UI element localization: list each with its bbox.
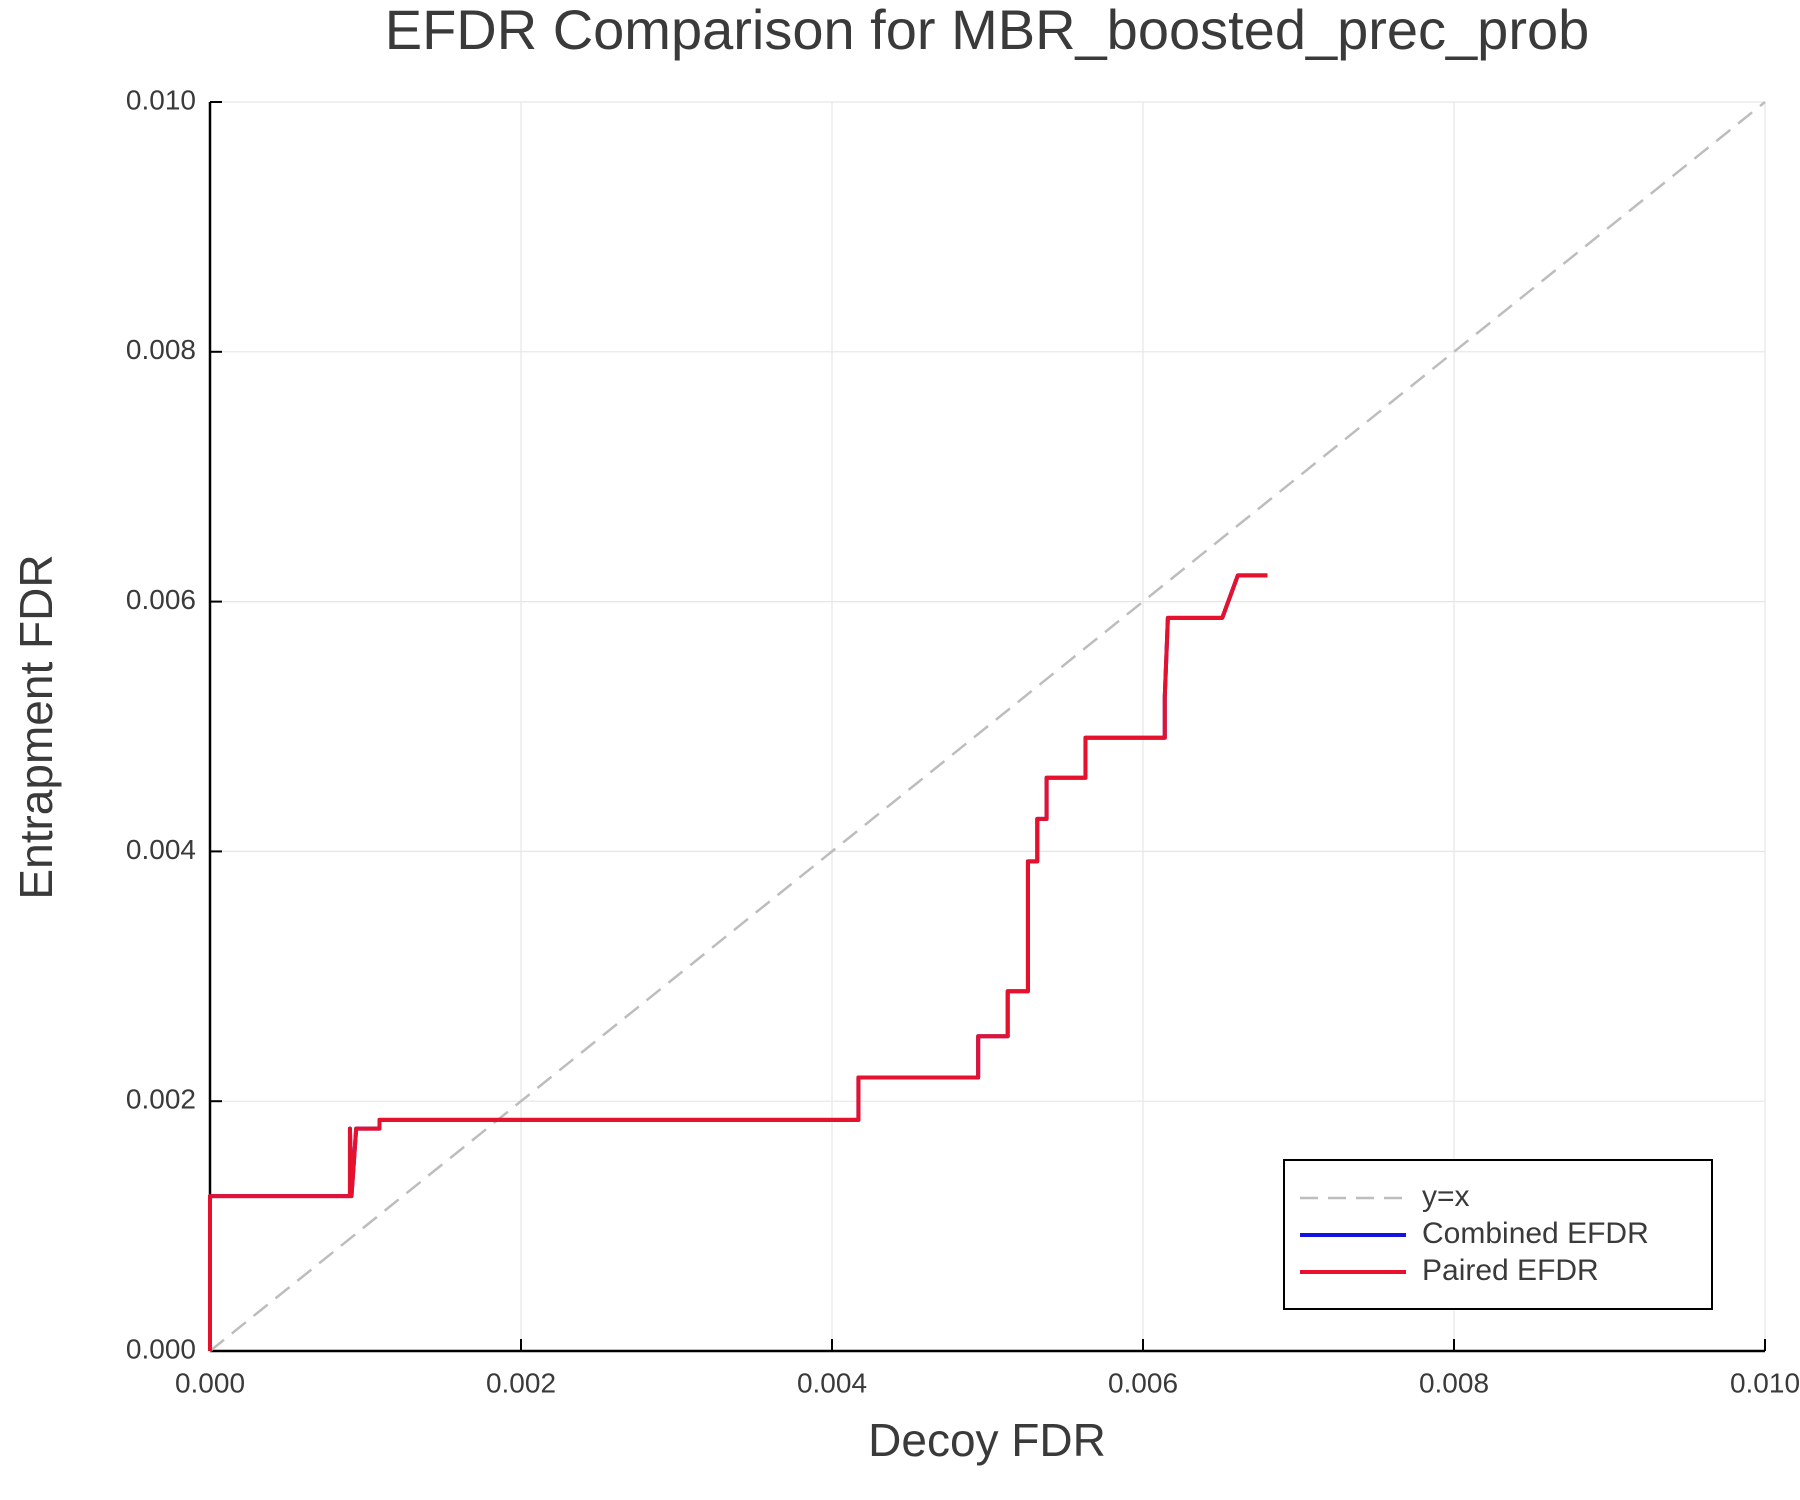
y-tick-label: 0.006 [126,584,196,615]
y-axis-label: Entrapment FDR [10,554,62,899]
series-line [208,573,1268,1351]
x-tick-label: 0.008 [1419,1367,1489,1398]
x-tick-label: 0.010 [1730,1367,1800,1398]
x-tick-label: 0.002 [486,1367,556,1398]
legend-label: Combined EFDR [1422,1217,1649,1250]
y-tick-label: 0.000 [126,1333,196,1364]
series-line [209,101,1766,1352]
series-line [208,573,1268,1351]
x-axis-label: Decoy FDR [868,1414,1106,1466]
x-tick-label: 0.006 [1108,1367,1178,1398]
chart-title: EFDR Comparison for MBR_boosted_prec_pro… [385,0,1590,61]
y-tick-label: 0.002 [126,1084,196,1115]
x-tick-label: 0.000 [175,1367,245,1398]
y-tick-label: 0.010 [126,84,196,115]
y-tick-label: 0.008 [126,334,196,365]
legend: y=x Combined EFDR Paired EFDR [1283,1159,1713,1310]
legend-label: Paired EFDR [1422,1254,1599,1287]
legend-label: y=x [1422,1180,1470,1213]
x-tick-label: 0.004 [797,1367,867,1398]
y-tick-label: 0.004 [126,834,196,865]
